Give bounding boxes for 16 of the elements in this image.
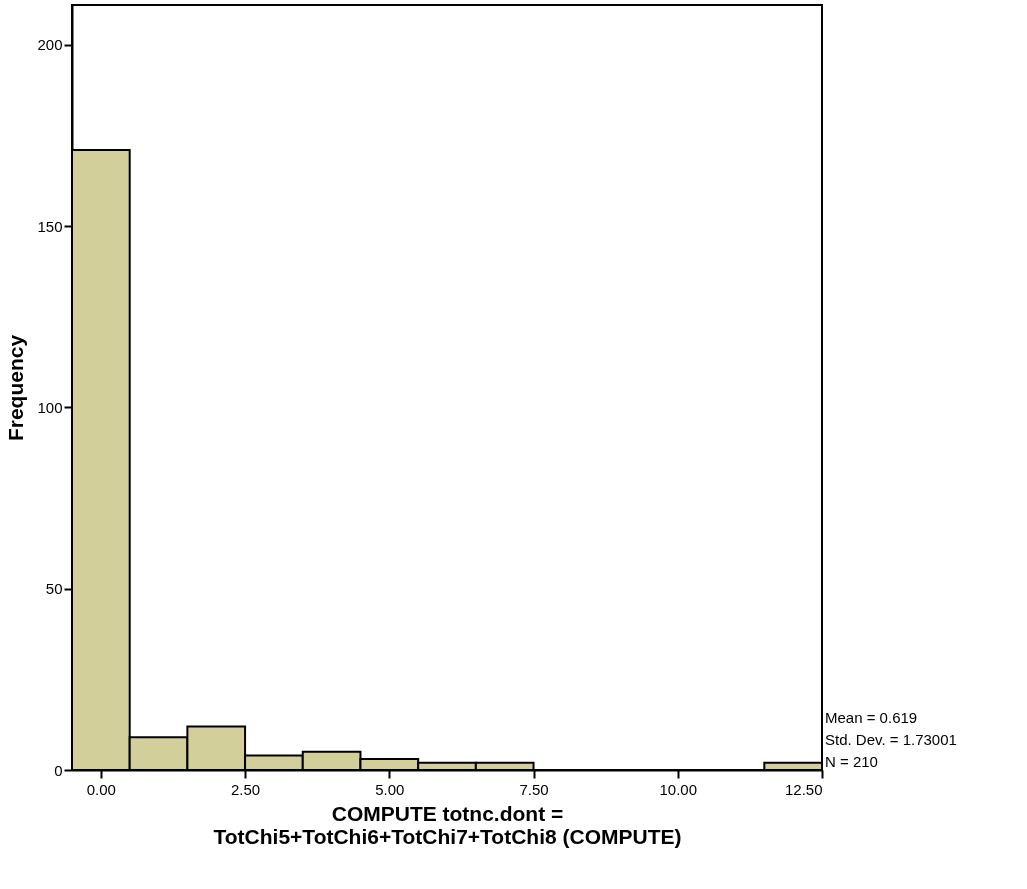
x-tick-label: 7.50 [519,780,549,798]
text: Mean = 0.619 [825,709,918,726]
y-axis-title: Frequency [4,334,28,442]
y-tick-label: 200 [37,36,63,54]
y-tick-label: 100 [37,398,63,416]
x-tick-label: 0.00 [86,780,116,798]
x-tick-label: 12.50 [784,780,823,798]
y-tick-label: 50 [45,580,63,598]
x-tick-label: 2.50 [230,780,261,798]
text: N = 210 [825,753,878,770]
y-tick-label: 150 [37,217,63,235]
x-axis-title: COMPUTE totnc.dont = TotChi5+TotChi6+TotChi7+TotChi8 (COMPUTE) [213,801,682,848]
x-tick-label: 5.00 [375,780,405,798]
x-tick-label: 10.00 [659,780,698,798]
text: Std. Dev. = 1.73001 [825,731,957,748]
y-tick-label: 0 [54,761,63,779]
